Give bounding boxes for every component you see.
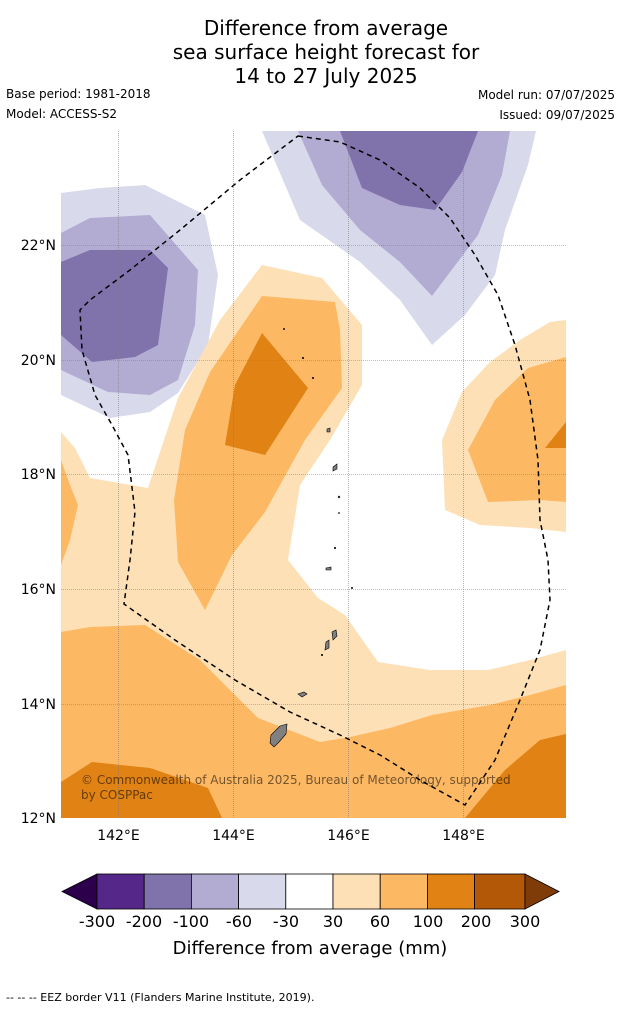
- colorbar-bin: [379, 873, 428, 910]
- colorbar-bin: [238, 873, 287, 910]
- colorbar-bin: [426, 873, 475, 910]
- island-dot: [311, 376, 315, 380]
- lat-label-22n: 22°N: [21, 238, 56, 254]
- eez-legend: -- -- -- EEZ border V11 (Flanders Marine…: [6, 991, 315, 1004]
- colorbar-bin: [474, 873, 526, 910]
- model-name: Model: ACCESS-S2: [6, 107, 118, 121]
- island-dot: [350, 586, 353, 589]
- colorbar-bin: [285, 873, 334, 910]
- contour-n-200: [340, 131, 478, 210]
- base-period: Base period: 1981-2018: [6, 87, 151, 101]
- colorbar-tick-label: -200: [126, 912, 162, 931]
- islands: [269, 327, 353, 748]
- colorbar-tick-label: 30: [323, 912, 343, 931]
- colorbar: [61, 873, 560, 910]
- colorbar-tick-label: 100: [413, 912, 444, 931]
- lon-label-148e: 148°E: [442, 828, 485, 844]
- chart-title: Difference from average sea surface heig…: [0, 16, 621, 88]
- contour-e-100: [545, 422, 566, 448]
- contour-e-60: [468, 357, 566, 502]
- latitude-labels: 22°N 20°N 18°N 16°N 14°N 12°N: [21, 238, 56, 827]
- colorbar-tick-labels: -300 -200 -100 -60 -30 30 60 100 200 300: [79, 912, 540, 931]
- copyright-line-1: © Commonwealth of Australia 2025, Bureau…: [81, 773, 511, 787]
- contour-w-60: [61, 460, 78, 565]
- lat-label-16n: 16°N: [21, 582, 56, 598]
- contour-s-100: [61, 762, 222, 818]
- colorbar-tick-label: -30: [273, 912, 299, 931]
- lat-label-18n: 18°N: [21, 467, 56, 483]
- colorbar-bin: [190, 873, 239, 910]
- island-tinian: [324, 639, 330, 651]
- contour-s-60: [61, 625, 566, 818]
- gridlines: [61, 131, 566, 818]
- island-dot: [301, 356, 305, 360]
- lon-label-146e: 146°E: [327, 828, 370, 844]
- title-line-3: 14 to 27 July 2025: [234, 64, 418, 88]
- colorbar-bin: [96, 873, 145, 910]
- island-dot: [282, 327, 285, 330]
- colorbar-bin: [143, 873, 192, 910]
- lon-label-144e: 144°E: [212, 828, 255, 844]
- island-dot: [338, 512, 340, 514]
- island-guam: [269, 723, 288, 748]
- contour-fields: [61, 131, 566, 818]
- colorbar-tick-label: -300: [79, 912, 115, 931]
- model-run: Model run: 07/07/2025: [477, 88, 615, 102]
- colorbar-tick-label: -100: [173, 912, 209, 931]
- contour-nw-200: [61, 250, 168, 362]
- copyright-line-2: by COSPPac: [81, 788, 153, 802]
- issued-date: Issued: 09/07/2025: [499, 108, 615, 122]
- colorbar-tick-label: -60: [226, 912, 252, 931]
- lat-label-12n: 12°N: [21, 811, 56, 827]
- colorbar-bin: [332, 873, 381, 910]
- colorbar-extend-high: [524, 873, 560, 910]
- colorbar-tick-label: 200: [461, 912, 492, 931]
- island-dot: [320, 653, 324, 657]
- lon-label-142e: 142°E: [97, 828, 140, 844]
- island-pagan: [332, 463, 338, 472]
- island-agrihan: [326, 427, 331, 433]
- island-anatahan: [325, 566, 332, 571]
- lat-label-14n: 14°N: [21, 697, 56, 713]
- island-dot: [337, 495, 341, 499]
- contour-c-100: [225, 333, 308, 455]
- island-dot: [333, 546, 337, 550]
- copyright-notice: © Commonwealth of Australia 2025, Bureau…: [81, 773, 511, 803]
- longitude-labels: 142°E 144°E 146°E 148°E: [97, 828, 485, 844]
- island-rota: [297, 691, 308, 698]
- contour-se-100: [465, 734, 566, 818]
- colorbar-title: Difference from average (mm): [173, 938, 448, 959]
- island-saipan: [331, 629, 338, 641]
- lat-label-20n: 20°N: [21, 353, 56, 369]
- title-line-2: sea surface height forecast for: [172, 40, 480, 64]
- colorbar-tick-label: 60: [370, 912, 390, 931]
- colorbar-extend-low: [61, 873, 98, 910]
- colorbar-tick-label: 300: [510, 912, 541, 931]
- title-line-1: Difference from average: [203, 16, 449, 40]
